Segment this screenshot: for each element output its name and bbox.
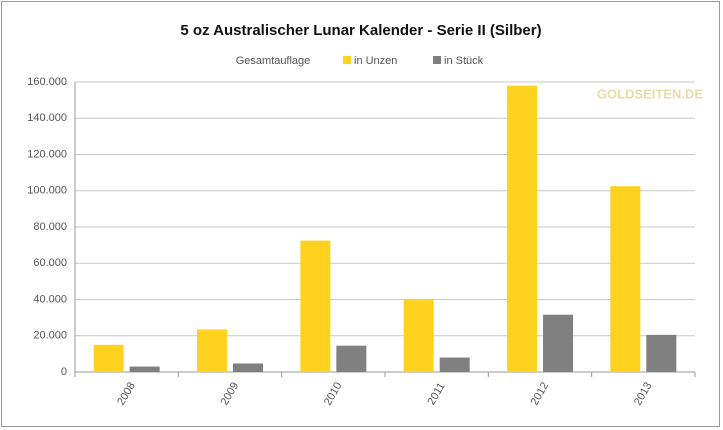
bar — [543, 314, 573, 372]
watermark: GOLDSEITEN.DE — [597, 86, 704, 101]
y-tick-label: 40.000 — [33, 293, 67, 305]
y-tick-label: 60.000 — [33, 257, 67, 269]
legend-label: in Stück — [444, 55, 484, 67]
y-tick-label: 140.000 — [27, 112, 67, 124]
bar — [129, 366, 160, 372]
y-tick-label: 80.000 — [33, 221, 67, 233]
bar — [300, 240, 331, 372]
legend-swatch — [343, 56, 351, 64]
bar — [646, 334, 677, 372]
legend-swatch — [433, 56, 441, 64]
bar — [403, 299, 434, 372]
bar — [336, 345, 367, 372]
legend-title: Gesamtauflage — [236, 55, 311, 67]
y-tick-label: 120.000 — [27, 148, 67, 160]
chart-title: 5 oz Australischer Lunar Kalender - Seri… — [180, 22, 541, 39]
bar — [610, 186, 641, 372]
bar — [507, 85, 537, 372]
bar — [197, 329, 227, 372]
legend-label: in Unzen — [354, 55, 397, 67]
y-tick-label: 20.000 — [33, 330, 67, 342]
y-tick-label: 100.000 — [27, 185, 67, 197]
y-tick-label: 0 — [61, 366, 67, 378]
bar — [233, 363, 263, 372]
bar — [439, 357, 470, 372]
y-tick-label: 160.000 — [27, 76, 67, 88]
bar — [93, 344, 124, 372]
